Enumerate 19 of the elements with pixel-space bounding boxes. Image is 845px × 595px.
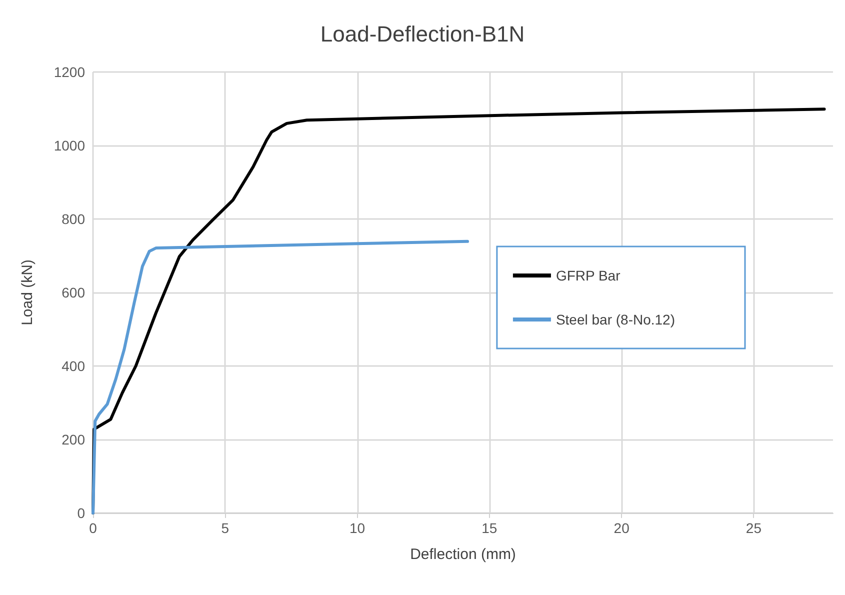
y-tick-label: 200 [62, 432, 86, 448]
x-axis-title: Deflection (mm) [410, 546, 516, 563]
x-tick-label: 15 [482, 520, 498, 536]
line-series [92, 240, 469, 514]
x-tick-label: 20 [614, 520, 630, 536]
x-tick-label: 5 [221, 520, 230, 536]
x-tick-label: 10 [349, 520, 366, 536]
y-axis-title: Load (kN) [19, 260, 36, 326]
y-tick-label: 0 [77, 505, 86, 521]
legend-label: GFRP Bar [556, 268, 621, 284]
y-tick-label: 600 [62, 284, 86, 300]
chart-title: Load-Deflection-B1N [320, 22, 525, 46]
y-tick-label: 400 [62, 358, 86, 374]
x-tick-label: 0 [89, 520, 98, 536]
y-tick-label: 1200 [54, 64, 86, 80]
y-tick-label: 800 [62, 211, 86, 227]
y-tick-label: 1000 [54, 138, 86, 154]
legend-label: Steel bar (8-No.12) [556, 312, 676, 328]
x-tick-label: 25 [746, 520, 762, 536]
